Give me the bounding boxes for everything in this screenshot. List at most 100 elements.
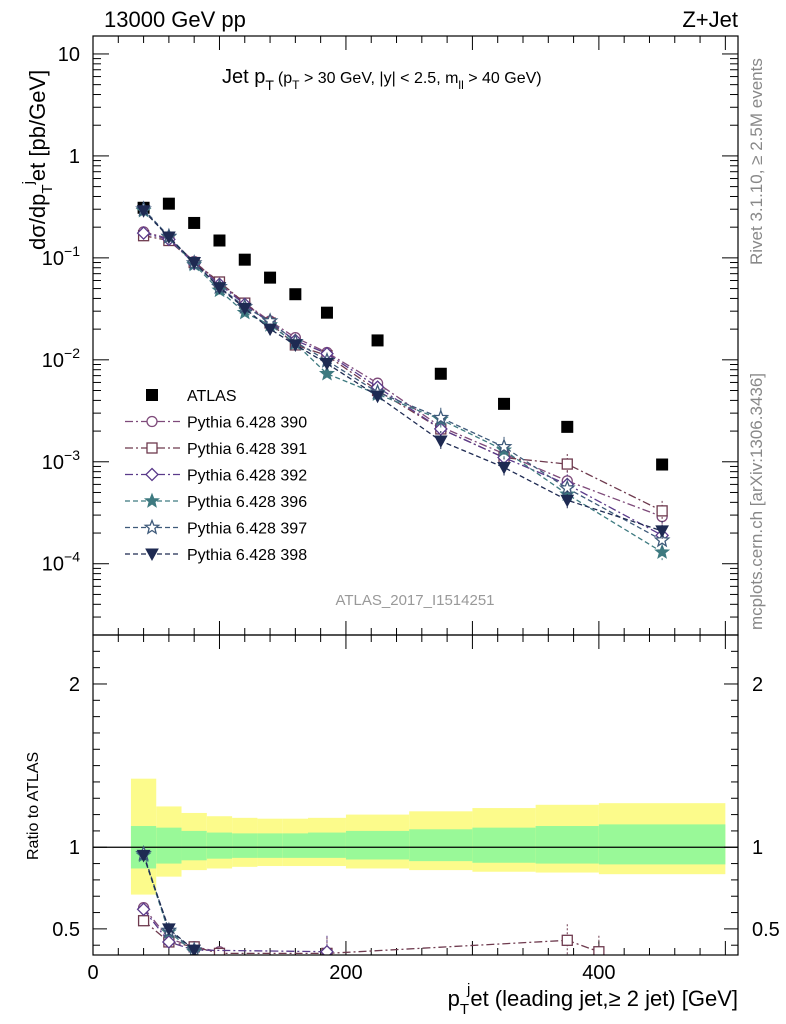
data-point-marker	[146, 389, 158, 401]
legend-entry: Pythia 6.428 396	[125, 492, 307, 511]
uncertainty-band-inner	[308, 832, 346, 858]
data-point-marker	[136, 902, 151, 917]
series-ratio-line	[143, 907, 220, 953]
data-point-marker	[187, 944, 202, 955]
data-point-marker	[263, 323, 277, 337]
legend-label: Pythia 6.428 396	[187, 494, 307, 511]
ratio-ytick-label-right: 0.5	[752, 919, 780, 941]
data-point-marker	[561, 420, 574, 433]
legend-entry: Pythia 6.428 390	[125, 415, 307, 432]
main-ytick-label: 10	[58, 44, 80, 66]
data-point-marker	[143, 492, 161, 508]
legend-label: ATLAS	[187, 388, 237, 405]
data-point-marker	[318, 365, 335, 381]
ratio-ytick-label-right: 2	[752, 674, 763, 696]
data-point-marker	[237, 302, 252, 316]
legend-label: Pythia 6.428 391	[187, 441, 307, 458]
uncertainty-band-inner	[282, 833, 308, 858]
xtick-label: 400	[582, 962, 615, 984]
legend: ATLAS Pythia 6.428 390 Pythia 6.428 391 Pyt…	[125, 388, 307, 564]
series-line	[143, 208, 663, 541]
ratio-series	[135, 845, 605, 955]
legend-entry: Pythia 6.428 391	[125, 441, 307, 458]
data-point-marker	[288, 339, 303, 352]
data-point-marker	[434, 367, 447, 380]
data-point-marker	[320, 358, 334, 371]
data-point-marker	[145, 548, 159, 562]
series-ratio	[137, 915, 605, 955]
ratio-ticks	[92, 635, 738, 955]
energy-label: 13000 GeV pp	[104, 7, 246, 32]
data-point-marker	[656, 458, 669, 471]
uncertainty-band-inner	[206, 832, 233, 859]
uncertainty-band-inner	[409, 829, 473, 862]
data-point-marker	[162, 197, 175, 210]
data-point-marker	[187, 257, 202, 270]
xtick-labels: 0 200 400	[87, 962, 615, 984]
uncertainty-band-inner	[472, 827, 536, 863]
series-ratio	[136, 849, 202, 955]
uncertainty-band-inner	[345, 830, 410, 860]
main-panel: Jet pT (pT > 30 GeV, |y| < 2.5, mll > 40 …	[20, 36, 738, 636]
ratio-bands	[93, 778, 738, 895]
data-point-marker	[161, 935, 176, 949]
series-ratio-line	[142, 855, 195, 951]
main-ytick-label: 1	[69, 146, 80, 168]
main-ytick-label: 10−2	[42, 345, 80, 372]
data-point-marker	[137, 915, 150, 927]
legend-entry: Pythia 6.428 392	[125, 468, 307, 485]
legend-entry: ATLAS	[146, 388, 237, 405]
data-point-marker	[370, 390, 385, 404]
uncertainty-band-inner	[181, 830, 207, 861]
data-point-marker	[136, 226, 151, 241]
data-point-marker	[593, 946, 605, 955]
data-point-marker	[162, 231, 176, 245]
ratio-ytick-label-right: 1	[752, 837, 763, 859]
data-point-marker	[213, 947, 226, 955]
data-point-marker	[136, 849, 151, 863]
main-ytick-label: 10−1	[42, 243, 80, 270]
main-title: Jet pT (pT > 30 GeV, |y| < 2.5, mll > 40 …	[222, 66, 542, 93]
main-ytick-label: 10−3	[42, 447, 80, 474]
data-point-marker	[212, 282, 227, 295]
data-point-marker	[238, 253, 251, 266]
series-ratio	[137, 902, 226, 955]
legend-label: Pythia 6.428 397	[187, 521, 307, 538]
rivet-label: Rivet 3.1.10, ≥ 2.5M events	[747, 58, 766, 265]
data-point-marker	[136, 205, 151, 218]
xtick-label: 0	[87, 962, 98, 984]
data-point-marker	[162, 923, 176, 936]
ratio-panel: 2 2 1 1 0.5 0.5 0 200 400 Ratio to ATLAS pTjet …	[25, 635, 780, 1018]
uncertainty-band-inner	[232, 833, 258, 858]
data-point-marker	[146, 415, 158, 428]
data-point-marker	[320, 944, 334, 955]
legend-label: Pythia 6.428 392	[187, 468, 307, 485]
analysis-label: ATLAS_2017_I1514251	[335, 592, 494, 609]
series-main	[136, 205, 669, 541]
ratio-ytick-label-left: 1	[69, 837, 80, 859]
data-point-marker	[188, 216, 201, 229]
uncertainty-band-inner	[598, 824, 726, 865]
main-ylabel: dσ/dpTjet [pb/GeV]	[20, 70, 56, 250]
data-point-marker	[433, 422, 448, 436]
data-point-marker	[495, 438, 513, 454]
ratio-xlabel: pTjet (leading jet,≥ 2 jet) [GeV]	[448, 981, 738, 1018]
main-ytick-label: 10−4	[42, 549, 80, 576]
legend-label: Pythia 6.428 390	[187, 415, 307, 432]
data-point-marker	[561, 458, 573, 470]
main-ytick-labels: 10 1 10−1 10−2 10−3 10−4	[42, 44, 80, 576]
ratio-ytick-label-left: 2	[69, 674, 80, 696]
legend-entry: Pythia 6.428 398	[125, 547, 307, 564]
ratio-ytick-label-left: 0.5	[52, 919, 80, 941]
ratio-ytick-labels: 2 2 1 1 0.5 0.5	[52, 674, 780, 941]
series-ratio-line	[143, 908, 328, 953]
xtick-label: 200	[329, 962, 362, 984]
main-frame	[92, 35, 739, 636]
data-point-marker	[653, 531, 671, 548]
data-point-marker	[264, 271, 277, 284]
data-point-marker	[143, 518, 161, 535]
uncertainty-band-inner	[257, 833, 283, 858]
legend-entry: Pythia 6.428 397	[125, 518, 307, 538]
data-point-marker	[433, 435, 448, 449]
